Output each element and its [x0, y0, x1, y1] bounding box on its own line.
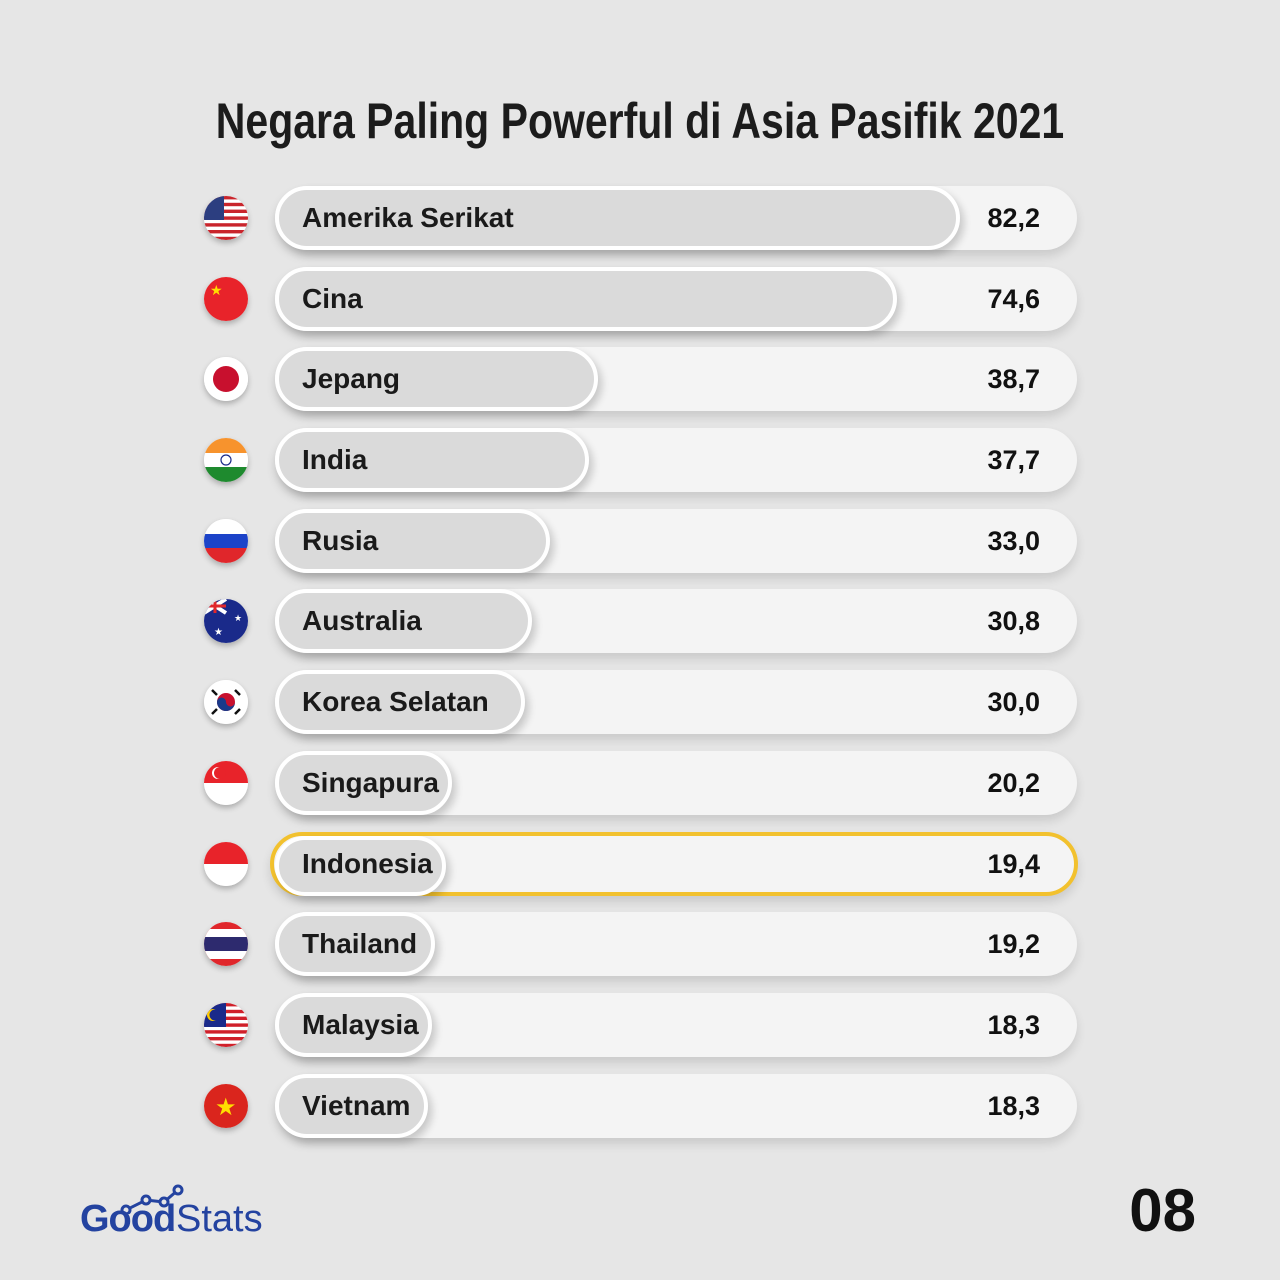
flag-us-icon [204, 196, 248, 240]
bar-row: Jepang 38,7 [200, 347, 1080, 412]
bar-row: India 37,7 [200, 428, 1080, 493]
page-number: 08 [1129, 1177, 1196, 1244]
value-label: 38,7 [987, 364, 1040, 395]
value-label: 30,8 [987, 606, 1040, 637]
flag-id-icon [204, 841, 248, 886]
bar-row: ★ ★ Australia 30,8 [200, 589, 1080, 654]
logo-stats: Stats [176, 1198, 263, 1240]
bar-list: Amerika Serikat 82,2 ★ Cina 74,6 Jepang 3… [200, 186, 1080, 1154]
bar-label: Malaysia [302, 1008, 419, 1040]
bar-row: Indonesia 19,4 [200, 831, 1080, 896]
flag-ru-icon [204, 518, 248, 563]
bar-row: Malaysia 18,3 [200, 992, 1080, 1057]
value-label: 33,0 [987, 525, 1040, 556]
flag-sg-icon [204, 760, 248, 805]
bar [275, 992, 432, 1057]
bar-row: ★ Cina 74,6 [200, 266, 1080, 331]
flag-th-icon [204, 922, 248, 967]
trend-line-icon [120, 1184, 184, 1214]
flag-jp-icon [204, 357, 248, 402]
bar [275, 670, 525, 735]
bar [275, 266, 897, 331]
value-label: 20,2 [987, 767, 1040, 798]
bar-row: Amerika Serikat 82,2 [200, 186, 1080, 250]
bar-row: Singapura 20,2 [200, 750, 1080, 815]
value-label: 30,0 [987, 687, 1040, 718]
bar-label: Vietnam [302, 1089, 411, 1121]
bar [275, 750, 452, 815]
bar [275, 508, 550, 573]
bar-label: Rusia [302, 524, 379, 556]
bar-row: Thailand 19,2 [200, 912, 1080, 977]
bar [275, 347, 598, 412]
bar-label: Australia [302, 605, 422, 637]
flag-kr-icon [204, 680, 248, 725]
flag-vn-icon: ★ [204, 1083, 248, 1128]
bar [275, 1073, 428, 1138]
bar-row: ★ Vietnam 18,3 [200, 1073, 1080, 1138]
logo-good: Good [80, 1198, 176, 1240]
value-label: 19,4 [987, 848, 1040, 879]
value-label: 18,3 [987, 1009, 1040, 1040]
bar-row: Rusia 33,0 [200, 508, 1080, 573]
bar-row: Korea Selatan 30,0 [200, 670, 1080, 735]
svg-text:★: ★ [215, 1094, 237, 1121]
bar [275, 589, 532, 654]
svg-text:★: ★ [210, 282, 223, 298]
bar-label: Jepang [302, 363, 401, 395]
value-label: 74,6 [987, 283, 1040, 314]
bar-label: Cina [302, 282, 363, 314]
bar [275, 428, 590, 493]
value-label: 37,7 [987, 445, 1040, 476]
flag-au-icon: ★ ★ [204, 599, 248, 644]
value-label: 18,3 [987, 1090, 1040, 1121]
value-label: 82,2 [987, 203, 1040, 233]
bar-label: Singapura [302, 766, 439, 798]
bar-label: Amerika Serikat [302, 202, 514, 233]
chart-title: Negara Paling Powerful di Asia Pasifik 2… [215, 93, 1065, 149]
bar-label: Thailand [302, 928, 418, 960]
bar [275, 186, 960, 250]
flag-in-icon [204, 438, 248, 483]
flag-my-icon [204, 1002, 248, 1047]
flag-cn-icon: ★ [204, 276, 248, 321]
bar [275, 835, 446, 896]
value-label: 19,2 [987, 929, 1040, 960]
svg-text:★: ★ [214, 627, 223, 638]
bar-label: India [302, 444, 368, 476]
bar-label: Korea Selatan [302, 686, 489, 718]
bar [275, 912, 435, 977]
bar-label: Indonesia [302, 847, 433, 879]
svg-text:★: ★ [234, 613, 242, 623]
